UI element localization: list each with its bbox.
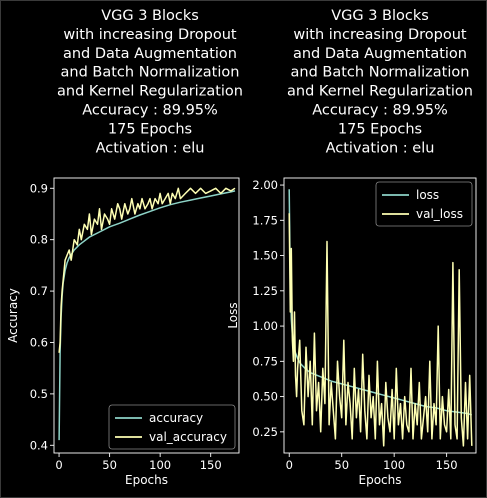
loss-title-line: Activation : elu (326, 140, 435, 156)
accuracy-y-tick-label: 0.4 (30, 438, 48, 452)
loss-y-tick-label: 0.50 (252, 390, 278, 404)
loss-title-line: and Kernel Regularization (287, 84, 473, 100)
accuracy-x-tick-label: 50 (102, 458, 117, 472)
loss-title-line: 175 Epochs (338, 121, 422, 137)
loss-x-tick-label: 50 (334, 458, 349, 472)
loss-y-tick-label: 0.25 (252, 425, 278, 439)
accuracy-y-tick-label: 0.6 (30, 335, 48, 349)
loss-title-line: with increasing Dropout (293, 27, 467, 43)
accuracy-x-tick-label: 0 (55, 458, 62, 472)
accuracy-x-tick-label: 150 (200, 458, 222, 472)
loss-title-line: and Data Augmentation (293, 46, 467, 62)
loss-y-tick-label: 1.50 (252, 249, 278, 263)
legend-label-loss: loss (416, 188, 439, 202)
accuracy-x-tick-label: 100 (149, 458, 171, 472)
loss-y-tick-label: 0.75 (252, 354, 278, 368)
accuracy-y-tick-label: 0.9 (30, 181, 48, 195)
accuracy-y-tick-label: 0.7 (30, 284, 48, 298)
loss-x-tick-label: 150 (436, 458, 458, 472)
loss-y-tick-label: 1.00 (252, 319, 278, 333)
accuracy-title-line: and Data Augmentation (63, 46, 237, 62)
legend-label-accuracy: accuracy (149, 411, 203, 425)
loss-x-tick-label: 100 (383, 458, 405, 472)
accuracy-y-tick-label: 0.8 (30, 233, 48, 247)
loss-y-tick-label: 1.25 (252, 284, 278, 298)
loss-title-line: Accuracy : 89.95% (312, 103, 448, 119)
accuracy-title-line: and Batch Normalization (61, 65, 240, 81)
legend-label-val-loss: val_loss (416, 207, 463, 221)
accuracy-title-line: and Kernel Regularization (57, 84, 243, 100)
loss-chart: VGG 3 Blocks with increasing Dropout and D… (226, 8, 477, 487)
accuracy-title-line: Activation : elu (96, 140, 205, 156)
loss-plot-frame (283, 177, 477, 454)
series-line-val-accuracy (58, 187, 236, 353)
accuracy-chart: VGG 3 Blocks with increasing Dropout and D… (6, 8, 243, 487)
series-line-val-loss (288, 213, 473, 447)
loss-y-tick-label: 1.75 (252, 213, 278, 227)
loss-title-line: and Batch Normalization (291, 65, 470, 81)
accuracy-title-line: with increasing Dropout (63, 27, 237, 43)
loss-legend (375, 181, 473, 227)
accuracy-y-axis-label: Accuracy (6, 288, 20, 343)
loss-y-axis-label: Loss (226, 302, 240, 328)
accuracy-title-line: 175 Epochs (108, 121, 192, 137)
accuracy-y-tick-label: 0.5 (30, 387, 48, 401)
accuracy-title-line: Accuracy : 89.95% (82, 103, 218, 119)
accuracy-plot-frame (53, 177, 240, 454)
loss-y-tick-label: 2.00 (252, 178, 278, 192)
accuracy-x-axis-label: Epochs (125, 473, 168, 487)
accuracy-title-line: VGG 3 Blocks (101, 8, 199, 24)
loss-title-line: VGG 3 Blocks (331, 8, 429, 24)
accuracy-legend (108, 404, 236, 450)
loss-x-axis-label: Epochs (359, 473, 402, 487)
loss-x-tick-label: 0 (286, 458, 293, 472)
legend-label-val-accuracy: val_accuracy (149, 430, 227, 444)
